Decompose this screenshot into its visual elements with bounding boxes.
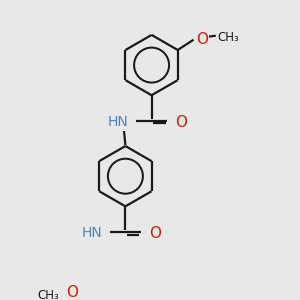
Text: CH₃: CH₃ [218,31,239,44]
Text: O: O [196,32,208,47]
Text: HN: HN [108,115,129,129]
Text: O: O [67,285,79,300]
Text: CH₃: CH₃ [37,289,59,300]
Text: O: O [176,115,188,130]
Text: HN: HN [82,226,102,240]
Text: O: O [149,226,161,241]
